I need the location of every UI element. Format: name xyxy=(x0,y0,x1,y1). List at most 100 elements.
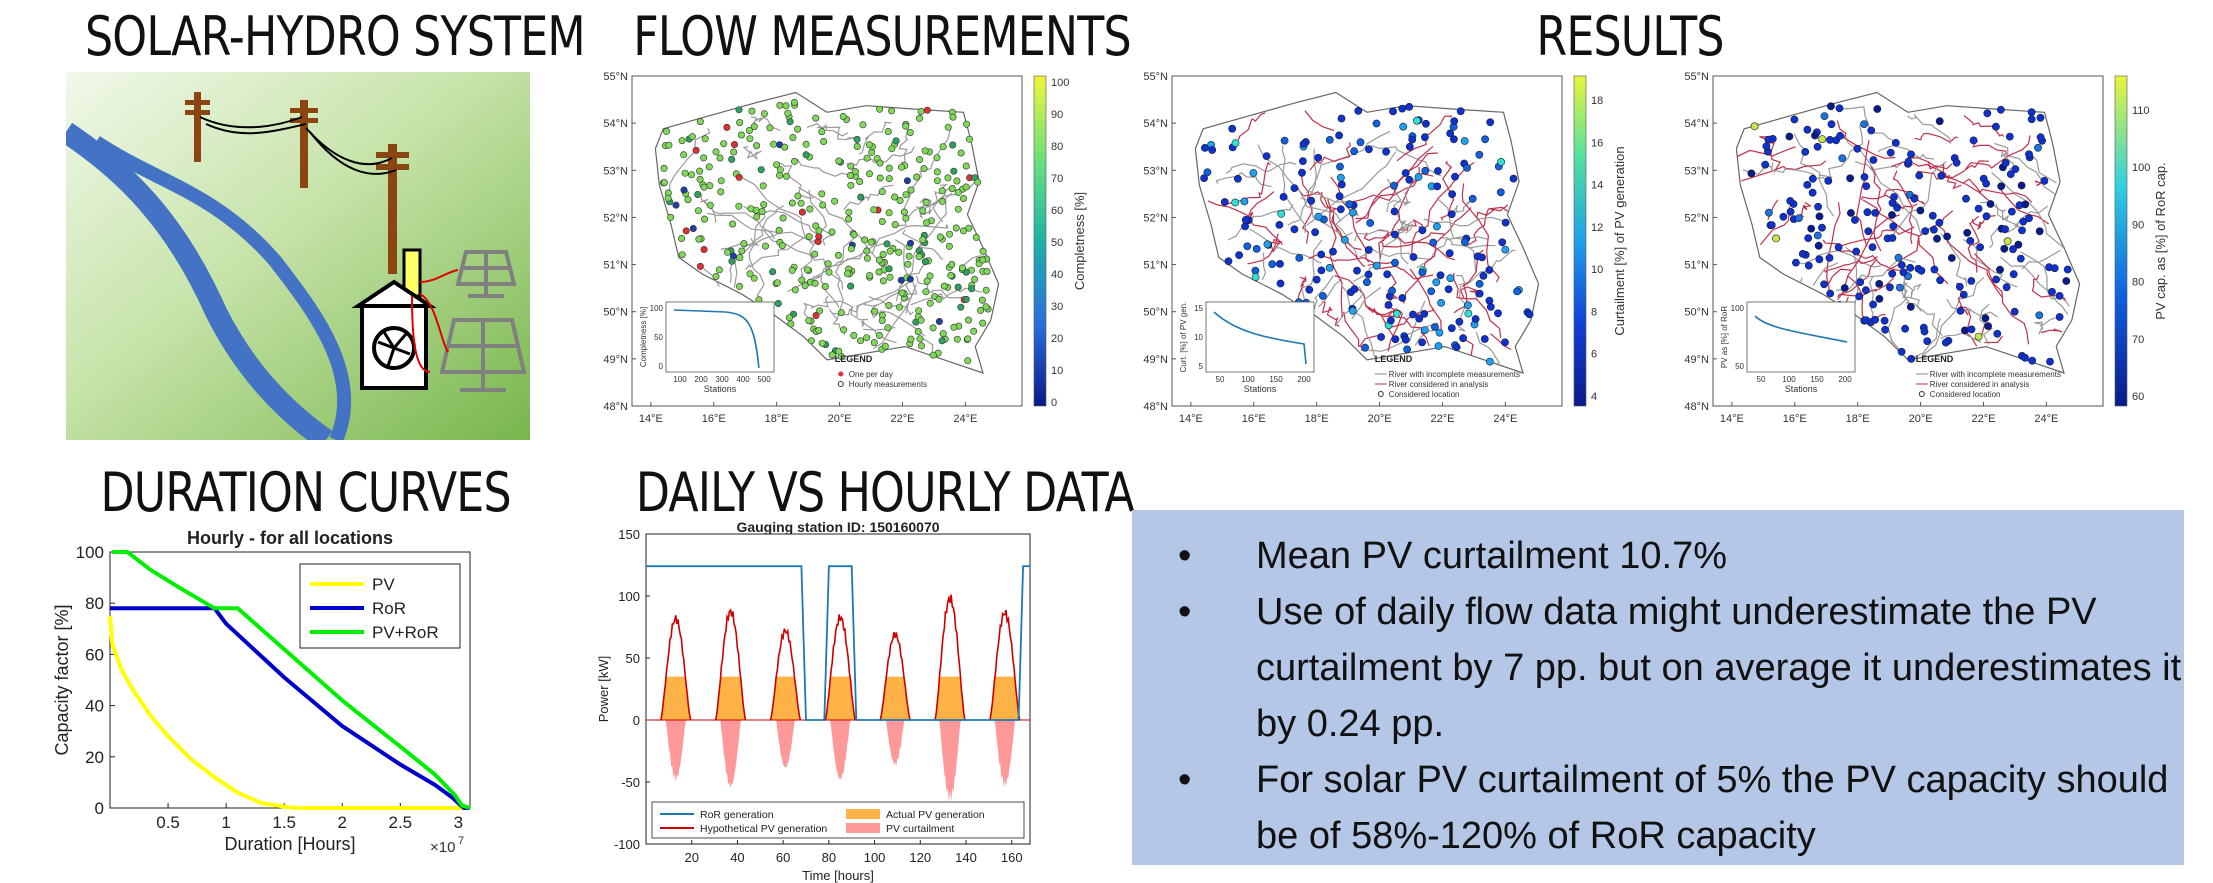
station-point xyxy=(1391,335,1400,344)
station-point xyxy=(1390,230,1399,239)
station-point xyxy=(811,279,819,287)
station-point xyxy=(811,250,819,258)
inset-curve xyxy=(673,309,760,369)
station-point xyxy=(1801,148,1810,156)
station-point xyxy=(787,320,795,328)
colorbar-scale xyxy=(2114,75,2128,407)
station-point xyxy=(847,282,855,290)
station-point xyxy=(737,131,745,139)
inset-x-tick: 300 xyxy=(715,375,729,384)
station-point xyxy=(895,248,903,256)
station-point xyxy=(750,274,758,282)
river-line xyxy=(1463,338,1474,356)
station-point xyxy=(784,109,792,117)
lat-tick-label: 55°N xyxy=(1684,72,1709,83)
station-point xyxy=(1317,250,1326,259)
station-point xyxy=(812,312,820,320)
station-point xyxy=(1405,103,1414,111)
station-point xyxy=(962,162,970,170)
station-point xyxy=(1498,238,1507,247)
station-point xyxy=(1276,259,1284,268)
station-point xyxy=(959,227,967,235)
station-point xyxy=(1815,212,1824,221)
river-line xyxy=(1247,233,1279,265)
river-line xyxy=(808,189,834,246)
station-point xyxy=(1432,222,1441,231)
ror-generation-line xyxy=(646,565,1030,721)
station-point xyxy=(847,162,855,170)
station-point xyxy=(1897,261,1906,269)
colorbar-tick-label: 30 xyxy=(1051,301,1063,313)
hypothetical-pv-line xyxy=(769,628,802,721)
station-point xyxy=(876,105,884,113)
river-line xyxy=(861,320,896,332)
station-point xyxy=(1432,278,1441,287)
station-point xyxy=(1389,181,1398,190)
station-point xyxy=(1464,309,1473,318)
station-point xyxy=(776,166,784,174)
station-point xyxy=(944,123,952,131)
chart-title: Gauging station ID: 150160070 xyxy=(736,520,939,535)
station-point xyxy=(1814,202,1822,211)
station-point xyxy=(1967,325,1976,334)
bullet-marker: • xyxy=(1178,591,1192,633)
capacity-map-inset: 100 50 50 100 150 200 Stations PV as [%] of RoR xyxy=(1720,301,1856,394)
lat-tick-label: 52°N xyxy=(603,212,628,224)
station-point xyxy=(1762,142,1771,151)
station-point xyxy=(950,167,958,175)
station-point xyxy=(1280,136,1289,145)
legend-swatch xyxy=(846,823,880,833)
station-point xyxy=(747,205,755,213)
station-point xyxy=(1509,174,1518,183)
station-point xyxy=(938,197,946,205)
river-line xyxy=(1475,331,1500,365)
station-point xyxy=(1863,208,1872,217)
station-point xyxy=(775,226,783,234)
station-point xyxy=(1991,122,2000,131)
legend-label: Hypothetical PV generation xyxy=(700,823,827,835)
station-point xyxy=(835,157,843,165)
station-point xyxy=(1875,294,1884,303)
station-point xyxy=(1317,266,1326,275)
station-point xyxy=(944,174,952,182)
legend-entry: Hourly measurements xyxy=(849,380,927,389)
station-point xyxy=(1772,234,1780,243)
station-point xyxy=(790,98,798,106)
station-point xyxy=(1364,145,1373,154)
river-line xyxy=(1870,166,1882,252)
station-point xyxy=(886,273,894,281)
river-line xyxy=(2034,317,2056,335)
river-line xyxy=(871,224,949,254)
legend-entry: River with incomplete measurements xyxy=(1389,370,1520,379)
station-point xyxy=(871,307,879,315)
station-point xyxy=(1335,192,1344,201)
station-point xyxy=(1992,275,2000,284)
river-line xyxy=(901,229,944,260)
station-point xyxy=(1391,258,1399,267)
station-point xyxy=(1875,279,1884,288)
lon-tick-label: 20°E xyxy=(828,413,852,425)
station-point xyxy=(1864,227,1873,236)
station-point xyxy=(1941,338,1950,347)
river-line xyxy=(1387,307,1404,352)
station-point xyxy=(1906,302,1915,311)
station-point xyxy=(736,282,744,290)
inset-ylabel: Completness [%] xyxy=(639,307,648,367)
y-tick-label: 40 xyxy=(85,697,104,716)
power-line-1 xyxy=(199,116,303,129)
country-outline xyxy=(654,91,1000,374)
station-point xyxy=(694,207,702,215)
station-point xyxy=(1525,310,1534,319)
station-point xyxy=(885,302,893,310)
inset-y-tick: 0 xyxy=(659,362,664,371)
station-point xyxy=(926,299,934,307)
station-point xyxy=(1917,266,1926,275)
inset-x-tick: 200 xyxy=(1297,375,1311,384)
colorbar-tick-label: 90 xyxy=(2132,219,2144,231)
station-point xyxy=(778,242,786,250)
station-point xyxy=(1433,167,1442,175)
station-point xyxy=(1891,139,1900,147)
station-point xyxy=(682,227,690,235)
river-line xyxy=(2000,189,2050,225)
